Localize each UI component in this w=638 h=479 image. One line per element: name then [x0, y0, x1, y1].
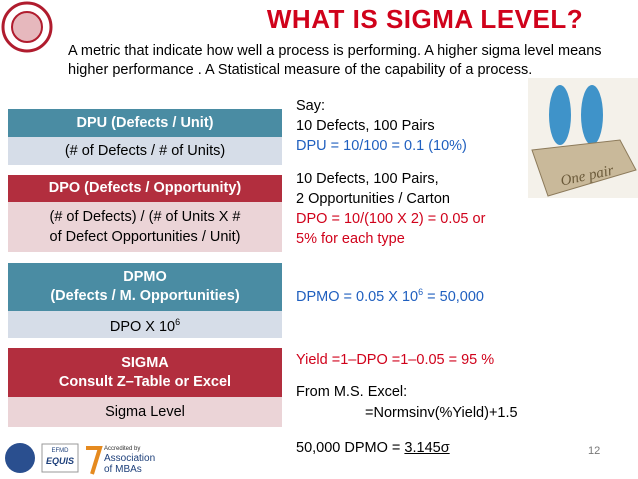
equis-logo: [41, 443, 79, 473]
aacsb-logo: [5, 443, 35, 473]
box-header: SIGMA Consult Z–Table or Excel: [8, 348, 282, 397]
example-line: DPMO = 0.05 X 106 = 50,000: [296, 287, 484, 305]
header-line: (Defects / M. Opportunities): [50, 288, 240, 304]
superscript: 6: [418, 287, 424, 297]
body-line: (# of Defects / # of Units): [64, 143, 226, 159]
example-text: DPMO = 0.05 X 10: [296, 288, 419, 305]
body-line: of Defect Opportunities / Unit): [49, 229, 241, 245]
example-line: 10 Defects, 100 Pairs,: [296, 171, 439, 187]
accreditation-logos: EFMD EQUIS Accredited by Association of …: [5, 443, 155, 475]
box-header: DPU (Defects / Unit): [8, 109, 282, 137]
box-header: DPMO (Defects / M. Opportunities): [8, 263, 282, 311]
box-header: DPO (Defects / Opportunity): [8, 175, 282, 202]
sandal: [581, 85, 603, 145]
example-text: 50,000 DPMO =: [296, 440, 405, 456]
logo-text: EQUIS: [46, 456, 74, 466]
logo-text: of MBAs: [104, 464, 142, 475]
sandal: [549, 85, 571, 145]
logo-text: Association: [104, 453, 155, 464]
box-body: (# of Defects / # of Units): [8, 137, 282, 165]
body-line: Sigma Level: [105, 404, 185, 420]
example-line: Say:: [296, 98, 326, 114]
title: WHAT IS SIGMA LEVEL?: [266, 4, 584, 34]
example-text: = 50,000: [423, 288, 484, 305]
example-line: From M.S. Excel:: [296, 384, 408, 400]
body-text: DPO X 10: [109, 318, 176, 335]
product-photo: One pair: [528, 78, 638, 198]
example-line: 10 Defects, 100 Pairs: [296, 118, 435, 134]
example-line: DPU = 10/100 = 0.1 (10%): [296, 138, 467, 154]
carton: [531, 139, 637, 197]
header-line: DPU (Defects / Unit): [76, 114, 214, 131]
example-line: Yield =1–DPO =1–0.05 = 95 %: [296, 352, 495, 368]
body-line: DPO X 106: [8, 312, 282, 337]
logo-text: Accredited by: [104, 446, 140, 452]
header-line: SIGMA: [121, 354, 169, 371]
logo-text: EFMD: [52, 448, 70, 454]
example-line: 5% for each type: [296, 231, 405, 247]
box-body: (# of Defects) / (# of Units X # of Defec…: [8, 202, 282, 252]
body-line: (# of Defects) / (# of Units X #: [49, 209, 241, 225]
example-line: 2 Opportunities / Carton: [296, 191, 450, 207]
header-line: Consult Z–Table or Excel: [58, 373, 232, 390]
intro: A metric that indicate how well a proces…: [68, 43, 602, 78]
seal-inner: [11, 11, 43, 43]
example-line: DPO = 10/(100 X 2) = 0.05 or: [296, 211, 486, 227]
box-body: DPO X 106: [8, 311, 282, 338]
sigma-result: 3.145σ: [404, 440, 450, 456]
example-line: =Normsinv(%Yield)+1.5: [365, 405, 518, 421]
example-line: 50,000 DPMO = 3.145σ: [296, 440, 450, 456]
header-line: DPMO: [123, 269, 167, 285]
amba-mark: [86, 446, 103, 475]
header-line: DPO (Defects / Opportunity): [48, 180, 242, 196]
superscript: 6: [175, 317, 181, 328]
page-number: 12: [588, 445, 601, 457]
box-body: Sigma Level: [8, 397, 282, 427]
